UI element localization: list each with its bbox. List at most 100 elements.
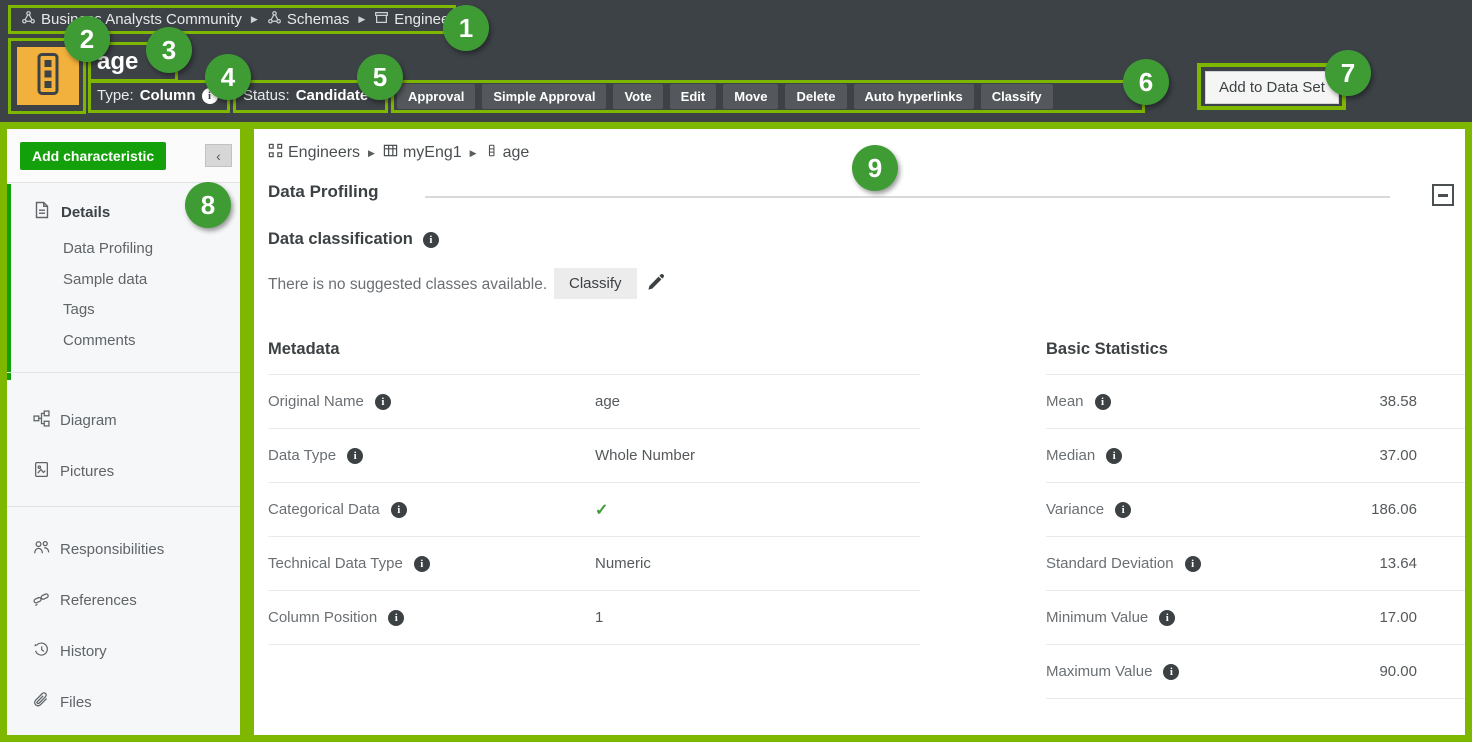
breadcrumb-item-schemas[interactable]: Schemas: [267, 10, 349, 29]
header-breadcrumb: Business Analysts Community ▶ Schemas ▶ …: [8, 5, 462, 34]
row-label: Original Name: [268, 393, 364, 410]
sidebar-item-sample-data[interactable]: Sample data: [7, 264, 240, 294]
column-icon: [485, 143, 498, 163]
table-row: Data Type i Whole Number: [268, 428, 920, 482]
main-content: Engineers ▶ myEng1 ▶ age Data Profiling …: [247, 122, 1472, 742]
row-value: age: [595, 393, 621, 410]
sidebar-item-files[interactable]: Files: [7, 687, 240, 717]
sidebar-item-history[interactable]: History: [7, 636, 240, 666]
add-characteristic-button[interactable]: Add characteristic: [20, 142, 167, 170]
sidebar-item-responsibilities[interactable]: Responsibilities: [7, 534, 240, 564]
classify-button[interactable]: Classify: [554, 268, 637, 299]
breadcrumb-item-myeng1[interactable]: myEng1: [383, 143, 462, 163]
delete-button[interactable]: Delete: [785, 84, 847, 109]
row-value: 38.58: [1379, 393, 1417, 410]
info-icon[interactable]: i: [1163, 663, 1180, 680]
basic-statistics-section: Basic Statistics Mean i 38.58 Median i 37.…: [1046, 340, 1465, 699]
collapse-section-icon[interactable]: [1432, 184, 1454, 206]
sidebar-divider: [7, 372, 240, 373]
info-icon[interactable]: i: [1159, 609, 1176, 626]
details-icon: [33, 201, 51, 223]
info-icon[interactable]: i: [1094, 393, 1111, 410]
status-value: Candidate: [295, 87, 369, 104]
content-breadcrumb: Engineers ▶ myEng1 ▶ age: [268, 143, 529, 163]
vote-button[interactable]: Vote: [613, 84, 663, 109]
breadcrumb-item-engineers[interactable]: Engineers: [374, 10, 462, 29]
info-icon[interactable]: i: [374, 393, 391, 410]
table-row: Variance i 186.06: [1046, 482, 1465, 536]
metadata-title: Metadata: [268, 340, 340, 358]
breadcrumb-separator-icon: ▶: [469, 147, 477, 158]
edit-pencil-icon[interactable]: [646, 273, 665, 297]
sidebar-divider: [7, 506, 240, 507]
breadcrumb-label: age: [502, 144, 530, 161]
schema-box-icon: [374, 10, 389, 29]
row-label: Minimum Value: [1046, 609, 1149, 626]
breadcrumb-label: Engineers: [288, 144, 361, 161]
check-icon: ✓: [595, 501, 609, 519]
basic-statistics-title: Basic Statistics: [1046, 340, 1168, 358]
section-title: Data Profiling: [268, 182, 379, 201]
sidebar-item-pictures[interactable]: Pictures: [7, 456, 240, 486]
info-icon[interactable]: i: [413, 555, 430, 572]
row-value: 1: [595, 609, 604, 626]
add-to-dataset-button[interactable]: Add to Data Set: [1205, 71, 1339, 104]
info-icon[interactable]: i: [201, 87, 218, 104]
auto-hyperlinks-button[interactable]: Auto hyperlinks: [853, 84, 974, 109]
breadcrumb-separator-icon: ▶: [358, 14, 366, 24]
sidebar-item-label: History: [60, 642, 107, 660]
table-row: Standard Deviation i 13.64: [1046, 536, 1465, 590]
diagram-icon: [33, 409, 50, 431]
row-label: Data Type: [268, 447, 337, 464]
classification-message: There is no suggested classes available.: [268, 276, 548, 293]
sidebar-item-references[interactable]: References: [7, 585, 240, 615]
info-icon[interactable]: i: [388, 609, 405, 626]
row-label: Variance: [1046, 501, 1105, 518]
table-row: Column Position i 1: [268, 590, 920, 644]
info-icon[interactable]: i: [1106, 447, 1123, 464]
sidebar-item-details[interactable]: Details: [7, 197, 240, 227]
asset-status: Status: Candidate: [243, 87, 368, 104]
table-icon: [383, 143, 398, 163]
row-value: 17.00: [1379, 609, 1417, 626]
sidebar-item-data-profiling[interactable]: Data Profiling: [7, 233, 240, 263]
row-value: Whole Number: [595, 447, 696, 464]
edit-button[interactable]: Edit: [669, 84, 717, 109]
table-row: Maximum Value i 90.00: [1046, 644, 1465, 698]
sidebar-item-label: Tags: [63, 300, 95, 318]
breadcrumb-label: Engineers: [394, 11, 462, 28]
schema-icon: [268, 143, 283, 163]
sidebar-item-tags[interactable]: Tags: [7, 294, 240, 324]
approval-button[interactable]: Approval: [397, 84, 476, 109]
info-icon[interactable]: i: [390, 501, 407, 518]
info-icon[interactable]: i: [347, 447, 364, 464]
sidebar-collapse-button[interactable]: ‹: [205, 144, 232, 167]
breadcrumb-label: Business Analysts Community: [41, 11, 242, 28]
community-icon: [267, 10, 282, 29]
sidebar-item-label: Comments: [63, 331, 136, 349]
info-icon[interactable]: i: [1184, 555, 1201, 572]
row-value: 90.00: [1379, 663, 1417, 680]
breadcrumb-item-engineers[interactable]: Engineers: [268, 143, 360, 163]
responsibilities-icon: [33, 539, 50, 560]
history-icon: [33, 641, 50, 662]
sidebar-item-diagram[interactable]: Diagram: [7, 405, 240, 435]
row-value: 186.06: [1371, 501, 1417, 518]
breadcrumb-item-community[interactable]: Business Analysts Community: [21, 10, 242, 29]
type-value: Column: [139, 87, 196, 104]
classify-toolbar-button[interactable]: Classify: [980, 84, 1053, 109]
simple-approval-button[interactable]: Simple Approval: [482, 84, 607, 109]
metadata-table: Original Name i age Data Type i Whole Numb…: [268, 374, 920, 645]
row-label: Maximum Value: [1046, 663, 1153, 680]
sidebar-item-comments[interactable]: Comments: [7, 325, 240, 355]
info-icon[interactable]: i: [422, 231, 439, 248]
info-icon[interactable]: i: [1115, 501, 1132, 518]
breadcrumb-label: myEng1: [402, 144, 462, 161]
move-button[interactable]: Move: [723, 84, 779, 109]
statistics-table: Mean i 38.58 Median i 37.00 Variance i 186.…: [1046, 374, 1465, 699]
table-row: Mean i 38.58: [1046, 374, 1465, 428]
section-rule: [425, 196, 1390, 198]
sidebar-item-label: Details: [61, 203, 111, 221]
breadcrumb-item-age[interactable]: age: [485, 143, 530, 163]
